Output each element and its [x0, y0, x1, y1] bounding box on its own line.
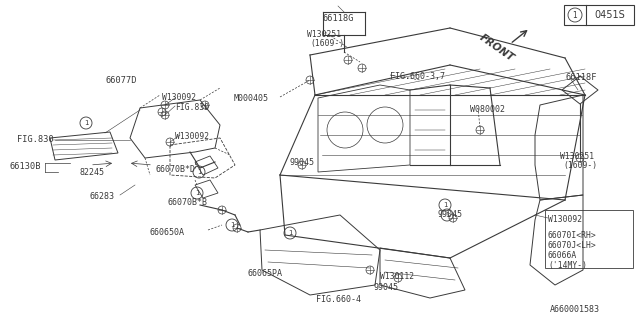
Text: 66070J<LH>: 66070J<LH>	[548, 241, 596, 250]
Text: W080002: W080002	[470, 105, 505, 114]
Text: 99045: 99045	[438, 210, 463, 219]
Text: W130092: W130092	[175, 132, 209, 141]
Text: 66070I<RH>: 66070I<RH>	[548, 231, 596, 240]
Text: W130112: W130112	[380, 272, 414, 281]
Text: 82245: 82245	[80, 168, 105, 177]
Text: W130251: W130251	[560, 152, 594, 161]
Text: 660650A: 660650A	[150, 228, 185, 237]
Text: 0451S: 0451S	[595, 10, 625, 20]
Text: FIG.660-4: FIG.660-4	[316, 295, 361, 304]
Text: 66070B*D: 66070B*D	[155, 165, 195, 174]
Text: M000405: M000405	[234, 94, 269, 103]
Text: 66077D: 66077D	[105, 76, 136, 85]
Text: 1: 1	[288, 230, 292, 236]
Text: 1: 1	[230, 222, 234, 228]
Text: 66070B*B: 66070B*B	[168, 198, 208, 207]
Text: 1: 1	[445, 212, 449, 218]
Text: 66118G: 66118G	[323, 14, 354, 23]
Text: FRONT: FRONT	[478, 33, 516, 63]
Text: 99045: 99045	[290, 158, 315, 167]
Text: FIG.830: FIG.830	[175, 103, 209, 112]
Text: 66066A: 66066A	[548, 251, 577, 260]
Text: 1: 1	[573, 11, 577, 20]
Text: 99045: 99045	[374, 283, 399, 292]
Text: 1: 1	[443, 202, 447, 208]
Text: (1609-): (1609-)	[310, 39, 344, 48]
Text: W130251: W130251	[307, 30, 341, 39]
Text: 66283: 66283	[90, 192, 115, 201]
Text: ('14MY-): ('14MY-)	[548, 261, 587, 270]
Text: (1609-): (1609-)	[563, 161, 597, 170]
Text: 66118F: 66118F	[566, 73, 598, 82]
Text: 66130B: 66130B	[10, 162, 42, 171]
Text: 1: 1	[196, 169, 201, 175]
Text: FIG.660-3,7: FIG.660-3,7	[390, 72, 445, 81]
Text: 66065PA: 66065PA	[248, 269, 283, 278]
Text: W130092: W130092	[162, 93, 196, 102]
Text: 1: 1	[84, 120, 88, 126]
Text: W130092: W130092	[548, 215, 582, 224]
Text: FIG.830: FIG.830	[17, 135, 54, 144]
Text: A660001583: A660001583	[550, 305, 600, 314]
Text: 1: 1	[195, 190, 199, 196]
